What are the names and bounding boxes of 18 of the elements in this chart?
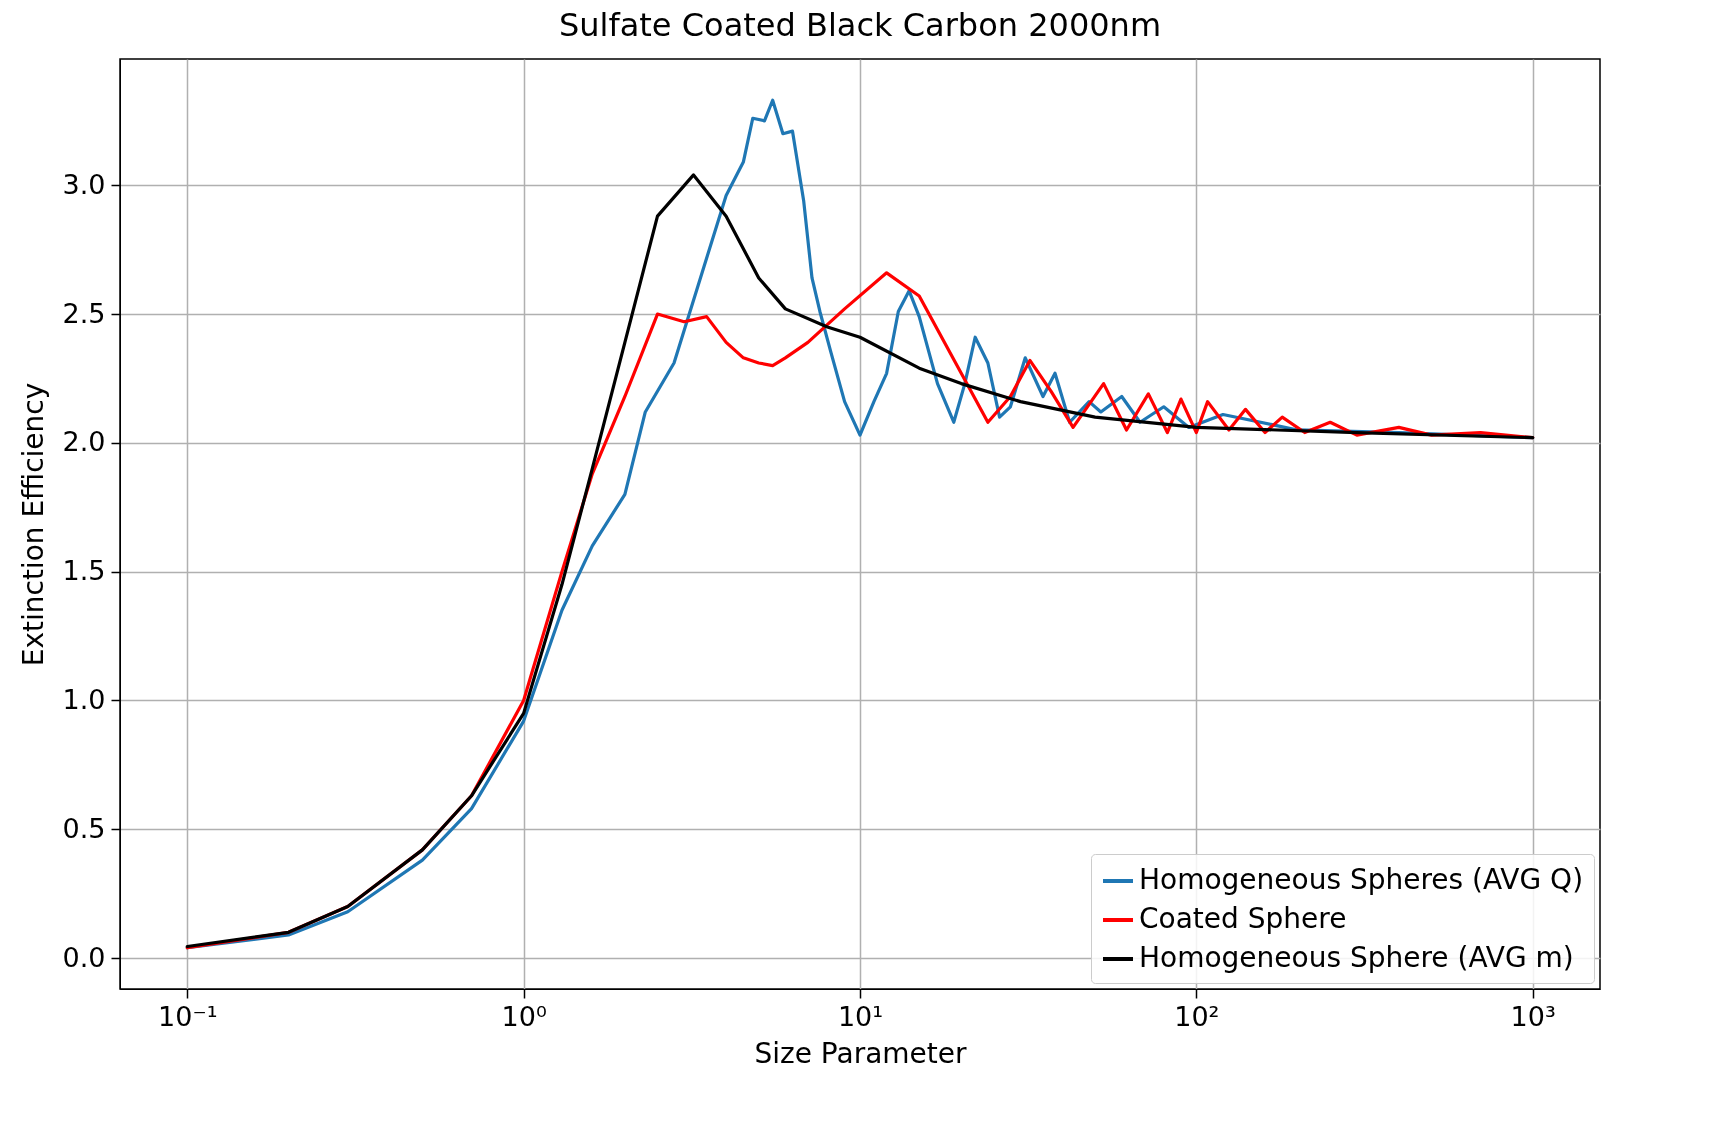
legend-label: Homogeneous Spheres (AVG Q) (1139, 863, 1584, 896)
y-tick-label: 0.0 (62, 941, 106, 973)
x-tick-label: 10² (1174, 1000, 1220, 1032)
legend-label: Coated Sphere (1139, 902, 1347, 935)
y-tick-label: 2.0 (62, 426, 106, 458)
y-tick-label: 3.0 (62, 168, 106, 200)
y-tick-label: 2.5 (62, 297, 106, 329)
y-tick-label: 1.5 (62, 555, 106, 587)
x-axis-title: Size Parameter (754, 1036, 968, 1070)
x-tick-label: 10⁻¹ (158, 1000, 218, 1032)
x-tick-label: 10³ (1510, 1000, 1556, 1032)
x-tick-label: 10⁰ (501, 1000, 547, 1032)
y-tick-label: 0.5 (62, 812, 106, 844)
y-tick-label: 1.0 (62, 683, 106, 715)
chart-title: Sulfate Coated Black Carbon 2000nm (558, 6, 1162, 44)
legend-label: Homogeneous Sphere (AVG m) (1139, 941, 1574, 974)
y-axis-title: Extinction Efficiency (16, 382, 50, 667)
x-tick-label: 10¹ (837, 1000, 884, 1032)
